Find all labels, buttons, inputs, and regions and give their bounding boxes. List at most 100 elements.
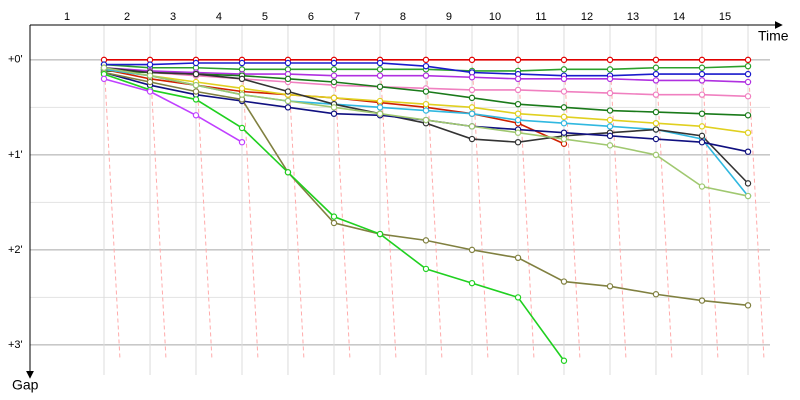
- point: [330, 72, 338, 79]
- point: [376, 66, 384, 73]
- x-tick-label: 7: [354, 11, 360, 23]
- point: [330, 104, 338, 111]
- lap-diagonal: [517, 59, 535, 361]
- point: [284, 88, 292, 95]
- point: [468, 123, 476, 130]
- point: [514, 75, 522, 83]
- point: [652, 77, 660, 84]
- point: [744, 302, 752, 309]
- point: [422, 62, 430, 70]
- x-tick-label: 2: [124, 11, 130, 23]
- point: [652, 56, 660, 64]
- point: [698, 77, 706, 84]
- point: [744, 78, 752, 86]
- point: [652, 64, 660, 71]
- point: [192, 70, 200, 78]
- point: [744, 56, 752, 64]
- point: [468, 135, 476, 143]
- x-tick-label: 3: [170, 11, 176, 23]
- point: [560, 88, 568, 95]
- point: [606, 123, 614, 130]
- point: [514, 110, 522, 117]
- y-tick-label: +0': [8, 54, 23, 66]
- point: [468, 110, 476, 117]
- point: [284, 169, 292, 176]
- point: [744, 62, 752, 70]
- point: [514, 116, 522, 124]
- point: [376, 230, 384, 238]
- point: [652, 151, 660, 159]
- x-tick-label: 14: [673, 11, 685, 23]
- lap-diagonal: [471, 59, 489, 361]
- point: [330, 219, 338, 227]
- point: [698, 138, 706, 146]
- point: [652, 108, 660, 116]
- point: [422, 72, 430, 79]
- point: [238, 75, 246, 83]
- point: [284, 97, 292, 105]
- lap-diagonal: [333, 59, 351, 361]
- point: [422, 88, 430, 95]
- point: [284, 104, 292, 111]
- point: [100, 64, 108, 71]
- series-line: [103, 78, 243, 143]
- point: [376, 110, 384, 117]
- point: [192, 81, 200, 89]
- x-tick-label: 10: [489, 11, 501, 23]
- point: [284, 75, 292, 83]
- point: [744, 70, 752, 78]
- y-tick-label: +2': [8, 244, 23, 256]
- x-tick-label: 4: [216, 11, 222, 23]
- lap-diagonal: [103, 59, 121, 361]
- x-tick-label: 12: [581, 11, 593, 23]
- point: [560, 135, 568, 143]
- point: [744, 93, 752, 100]
- point: [560, 104, 568, 111]
- point: [652, 126, 660, 133]
- point: [606, 116, 614, 124]
- point: [238, 138, 246, 146]
- point: [744, 112, 752, 119]
- point: [330, 59, 338, 67]
- point: [192, 96, 200, 103]
- point: [698, 64, 706, 71]
- point: [192, 88, 200, 95]
- point: [330, 213, 338, 220]
- point: [560, 129, 568, 136]
- point: [744, 192, 752, 200]
- point: [468, 56, 476, 64]
- point: [514, 138, 522, 146]
- point: [376, 104, 384, 111]
- y-tick-label: +1': [8, 149, 23, 161]
- point: [606, 283, 614, 290]
- point: [698, 110, 706, 117]
- point: [606, 75, 614, 83]
- x-axis-title: Time: [758, 28, 789, 44]
- lap-diagonal: [563, 59, 581, 361]
- y-axis-title: Gap: [12, 377, 39, 393]
- point: [606, 66, 614, 73]
- point: [652, 70, 660, 78]
- point: [744, 129, 752, 136]
- point: [100, 75, 108, 83]
- point: [698, 56, 706, 64]
- x-tick-label: 6: [308, 11, 314, 23]
- point: [192, 59, 200, 67]
- point: [606, 107, 614, 114]
- point: [698, 123, 706, 130]
- point: [468, 74, 476, 81]
- point: [146, 61, 154, 68]
- point: [560, 278, 568, 285]
- point: [698, 183, 706, 190]
- point: [606, 142, 614, 149]
- point: [652, 119, 660, 127]
- point: [606, 89, 614, 97]
- point: [422, 107, 430, 114]
- point: [514, 86, 522, 94]
- x-tick-label: 11: [535, 11, 546, 23]
- point: [422, 56, 430, 64]
- point: [192, 112, 200, 119]
- lap-diagonal: [287, 59, 305, 361]
- point: [606, 132, 614, 140]
